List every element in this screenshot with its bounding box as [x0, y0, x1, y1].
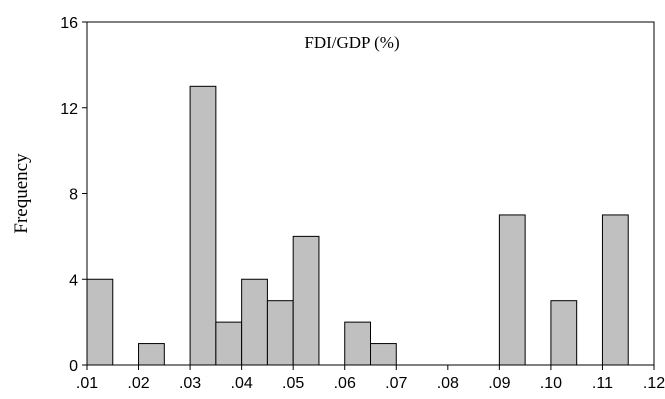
y-tick-label: 16 — [60, 15, 78, 32]
x-tick-label: .05 — [282, 375, 304, 392]
histogram-bar — [344, 321, 371, 366]
histogram-bar — [86, 278, 114, 366]
x-tick-label: .06 — [334, 375, 356, 392]
y-tick-label: 12 — [60, 101, 78, 118]
y-tick-label: 8 — [69, 187, 78, 204]
x-tick-label: .12 — [643, 375, 665, 392]
histogram-bars — [86, 85, 629, 366]
chart-title: FDI/GDP (%) — [304, 33, 399, 52]
x-tick-label: .10 — [540, 375, 562, 392]
histogram-bar — [189, 85, 217, 366]
histogram-bar — [138, 343, 165, 366]
y-axis: 0 4 8 12 16 — [60, 15, 87, 375]
histogram-bar — [241, 278, 268, 366]
x-tick-label: .11 — [592, 375, 613, 392]
histogram-bar — [215, 321, 243, 366]
y-tick-label: 0 — [69, 358, 78, 375]
histogram-bar — [370, 343, 397, 366]
histogram-bar — [292, 235, 320, 366]
x-tick-label: .08 — [437, 375, 459, 392]
histogram-bar — [550, 300, 578, 366]
x-tick-label: .03 — [179, 375, 201, 392]
x-tick-label: .04 — [231, 375, 253, 392]
x-axis: .01 .02 .03 .04 .05 .06 .07 .08 .09 .10 .11 .12 — [76, 365, 665, 392]
x-tick-label: .09 — [488, 375, 510, 392]
x-tick-label: .02 — [127, 375, 149, 392]
histogram-bar — [498, 214, 526, 366]
y-tick-label: 4 — [69, 272, 78, 289]
y-axis-label: Frequency — [11, 153, 32, 234]
x-tick-label: .01 — [76, 375, 98, 392]
histogram-bar — [601, 214, 629, 366]
x-tick-label: .07 — [385, 375, 407, 392]
histogram-bar — [266, 300, 294, 366]
